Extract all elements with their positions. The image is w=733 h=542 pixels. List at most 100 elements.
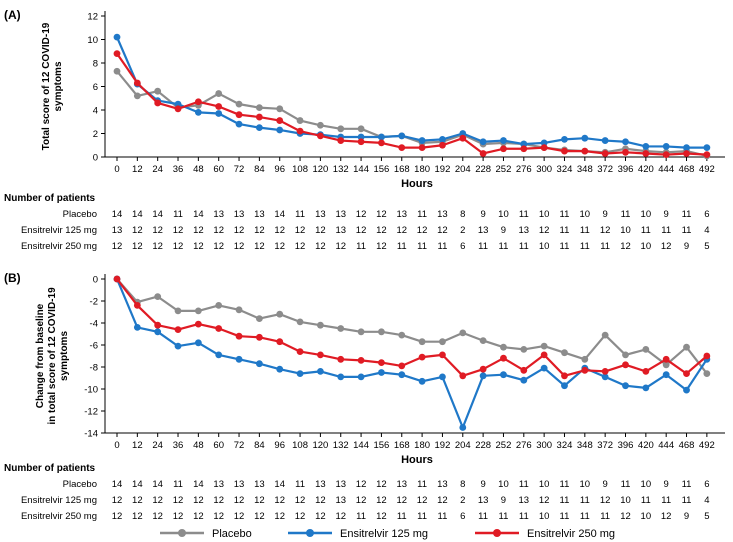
x-tick-label: 180 xyxy=(414,164,430,175)
data-point xyxy=(561,372,568,380)
patients-count: 10 xyxy=(620,225,631,236)
data-point xyxy=(439,141,446,149)
y-tick-label: 12 xyxy=(87,12,98,23)
patients-count: 13 xyxy=(437,209,448,220)
x-tick-label: 96 xyxy=(274,164,285,175)
data-point xyxy=(133,92,141,100)
patients-count: 11 xyxy=(519,511,529,522)
data-point xyxy=(622,382,629,390)
patients-count: 12 xyxy=(112,511,123,522)
data-point xyxy=(133,302,141,309)
patients-count: 9 xyxy=(603,479,608,490)
x-tick-label: 204 xyxy=(455,164,471,175)
x-tick-label: 60 xyxy=(213,440,224,451)
data-point xyxy=(439,373,446,381)
data-point xyxy=(561,147,568,155)
x-tick-label: 348 xyxy=(577,164,593,175)
data-point xyxy=(174,307,182,315)
data-point xyxy=(520,366,528,374)
data-point xyxy=(418,353,426,361)
patients-count: 13 xyxy=(254,479,265,490)
patients-count: 12 xyxy=(295,511,306,522)
patients-count: 8 xyxy=(460,209,465,220)
x-tick-label: 108 xyxy=(292,164,308,175)
data-point xyxy=(540,351,548,359)
patients-count: 13 xyxy=(254,209,265,220)
x-axis-label: Hours xyxy=(401,454,433,466)
patients-count: 11 xyxy=(295,209,305,220)
y-axis-label-line: symptoms xyxy=(53,61,64,111)
data-point xyxy=(133,324,141,331)
data-point xyxy=(235,306,243,314)
patients-count: 13 xyxy=(396,209,407,220)
y-tick-label: 0 xyxy=(93,153,98,164)
data-point xyxy=(642,150,650,157)
y-tick-label: -12 xyxy=(84,407,98,418)
data-point xyxy=(642,384,650,392)
data-point xyxy=(683,144,690,152)
patients-count: 12 xyxy=(356,225,367,236)
data-point xyxy=(378,328,385,336)
patients-count: 11 xyxy=(621,479,631,490)
data-point xyxy=(540,364,548,372)
patients-count: 11 xyxy=(397,511,407,522)
data-point xyxy=(459,130,467,137)
data-point xyxy=(235,100,243,108)
data-point xyxy=(357,133,365,141)
y-tick-label: 8 xyxy=(93,59,98,70)
data-point xyxy=(459,134,467,142)
patients-count: 12 xyxy=(173,495,184,506)
data-point xyxy=(337,355,345,363)
y-tick-label: 0 xyxy=(93,275,98,286)
patients-count: 11 xyxy=(417,209,427,220)
data-point xyxy=(622,148,629,156)
data-point xyxy=(255,124,263,132)
patients-count: 4 xyxy=(704,225,709,236)
patients-count: 12 xyxy=(132,241,143,252)
panel-label: (B) xyxy=(4,271,21,285)
x-tick-label: 396 xyxy=(618,440,634,451)
x-tick-label: 60 xyxy=(213,164,224,175)
patients-count: 14 xyxy=(132,209,143,220)
data-point xyxy=(683,386,690,394)
data-point xyxy=(581,355,589,363)
patients-count: 12 xyxy=(335,511,346,522)
patients-count: 12 xyxy=(396,495,407,506)
data-point xyxy=(398,371,406,379)
data-point xyxy=(520,140,528,148)
panel-label: (A) xyxy=(4,8,21,22)
patients-count: 11 xyxy=(600,511,610,522)
patients-row-label: Placebo xyxy=(63,479,97,490)
x-tick-label: 420 xyxy=(638,164,654,175)
data-point xyxy=(133,79,141,87)
patients-count: 12 xyxy=(620,511,631,522)
patients-count: 11 xyxy=(560,495,570,506)
x-tick-label: 144 xyxy=(353,164,369,175)
patients-count: 10 xyxy=(641,241,652,252)
x-tick-label: 192 xyxy=(435,440,451,451)
data-point xyxy=(255,333,263,341)
series-line xyxy=(116,278,708,377)
data-point xyxy=(235,355,243,363)
patients-count: 11 xyxy=(478,241,488,252)
data-point xyxy=(520,346,528,353)
data-point xyxy=(215,302,223,309)
patients-count: 12 xyxy=(539,495,550,506)
patients-count: 12 xyxy=(173,511,184,522)
patients-table-title: Number of patients xyxy=(4,463,96,474)
patients-count: 12 xyxy=(315,241,326,252)
data-point xyxy=(479,150,487,157)
data-point xyxy=(540,139,548,147)
patients-row-label: Ensitrelvir 125 mg xyxy=(21,495,97,506)
x-tick-label: 300 xyxy=(536,440,552,451)
x-tick-label: 492 xyxy=(699,164,715,175)
patients-count: 12 xyxy=(376,225,387,236)
data-point xyxy=(113,33,121,41)
patients-count: 10 xyxy=(498,479,509,490)
data-point xyxy=(215,103,223,110)
data-point xyxy=(317,368,324,375)
patients-count: 2 xyxy=(460,225,465,236)
x-tick-label: 24 xyxy=(152,440,163,451)
x-tick-label: 72 xyxy=(234,440,245,451)
patients-count: 11 xyxy=(438,511,448,522)
